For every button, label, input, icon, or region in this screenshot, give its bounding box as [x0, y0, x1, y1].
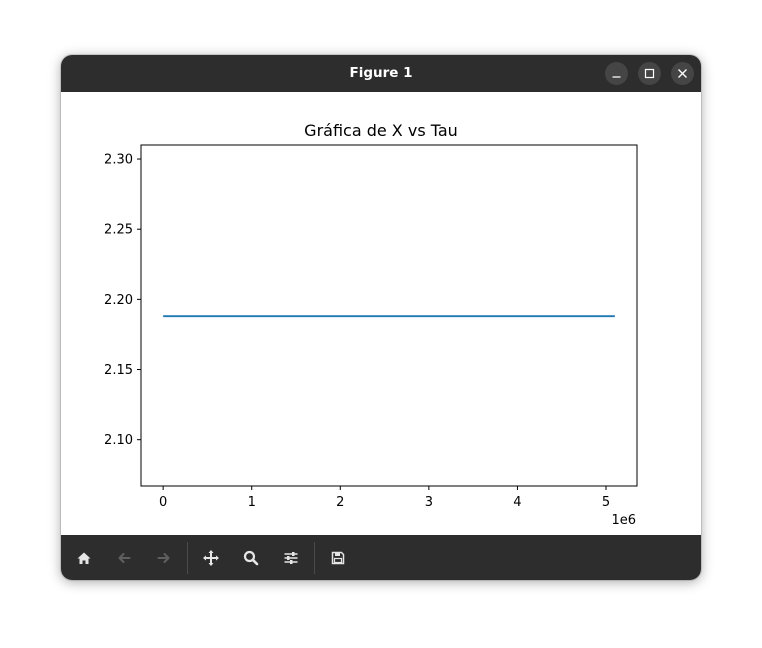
x-tick-label: 2: [336, 495, 344, 510]
toolbar-separator: [314, 542, 315, 574]
x-tick-label: 5: [602, 495, 610, 510]
maximize-button[interactable]: [638, 62, 661, 85]
pan-button[interactable]: [199, 546, 223, 570]
x-tick-label: 3: [425, 495, 433, 510]
y-tick-label: 2.15: [104, 363, 133, 378]
forward-button[interactable]: [152, 546, 176, 570]
chart-title: Gráfica de X vs Tau: [304, 121, 458, 140]
x-tick-label: 4: [513, 495, 521, 510]
arrow-right-icon: [157, 553, 170, 563]
home-icon: [77, 552, 91, 564]
x-axis-offset-label: 1e6: [611, 513, 636, 528]
zoom-button[interactable]: [239, 546, 263, 570]
magnifier-icon: [243, 550, 259, 566]
close-button[interactable]: [671, 62, 694, 85]
axes-frame: [140, 144, 638, 487]
toolbar-separator: [187, 542, 188, 574]
y-tick-label: 2.30: [104, 153, 133, 168]
y-tick-label: 2.20: [104, 293, 133, 308]
floppy-disk-icon: [331, 551, 345, 565]
back-button[interactable]: [112, 546, 136, 570]
maximize-icon: [644, 68, 655, 79]
sliders-icon: [284, 552, 298, 564]
home-button[interactable]: [72, 546, 96, 570]
title-bar[interactable]: Figure 1: [61, 55, 701, 92]
arrow-left-icon: [118, 553, 131, 563]
move-icon: [203, 550, 219, 566]
y-axis: 2.10 2.15 2.20 2.25 2.30: [104, 153, 141, 448]
y-tick-label: 2.10: [104, 433, 133, 448]
minimize-icon: [612, 76, 621, 78]
x-axis: 0 1 2 3 4 5: [159, 486, 610, 510]
close-icon: [678, 69, 687, 78]
window-title: Figure 1: [349, 65, 413, 81]
save-button[interactable]: [326, 546, 350, 570]
figure-window: Figure 1 Gráfica de X vs Tau 0 1 2 3 4 5 2.10…: [61, 55, 701, 580]
minimize-button[interactable]: [605, 62, 628, 85]
x-tick-label: 0: [159, 495, 167, 510]
navigation-toolbar: [61, 535, 701, 580]
configure-subplots-button[interactable]: [279, 546, 303, 570]
y-tick-label: 2.25: [104, 223, 133, 238]
x-tick-label: 1: [248, 495, 256, 510]
